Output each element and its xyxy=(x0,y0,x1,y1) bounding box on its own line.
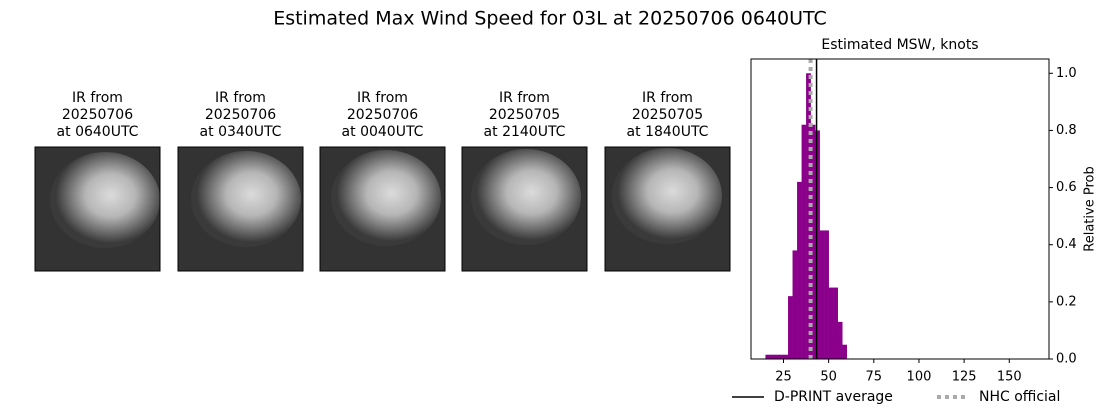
bar xyxy=(810,124,816,359)
histogram-chart: Estimated MSW, knots 25 50 75 100 125 150 0.0 0.… xyxy=(732,37,1098,405)
bar xyxy=(778,354,784,359)
x-tick-label: 25 xyxy=(775,370,792,385)
legend-label: NHC official xyxy=(979,389,1060,405)
panel-title: IR from xyxy=(215,90,266,106)
bar xyxy=(824,230,829,359)
panel-title: IR from xyxy=(72,90,123,106)
ir-frame xyxy=(177,146,304,272)
bar xyxy=(815,130,820,359)
y-tick-label: 0.4 xyxy=(1056,237,1077,252)
bar xyxy=(797,181,802,359)
panel-title: IR from xyxy=(499,90,550,106)
ir-frame xyxy=(461,146,588,272)
figure-title: Estimated Max Wind Speed for 03L at 2025… xyxy=(273,8,827,30)
x-tick-label: 50 xyxy=(820,370,837,385)
x-tick-label: 75 xyxy=(866,370,883,385)
y-tick-label: 0.8 xyxy=(1056,123,1077,138)
panel-title: 20250706 xyxy=(347,107,418,123)
x-tick-label: 150 xyxy=(997,370,1022,385)
panel-title: 20250706 xyxy=(205,107,276,123)
ir-cloud xyxy=(191,151,301,247)
plot-frame xyxy=(750,58,1050,360)
panel-title: at 1840UTC xyxy=(627,124,709,140)
panel-title: at 0640UTC xyxy=(57,124,139,140)
y-axis-label: Relative Prob xyxy=(1083,166,1098,251)
panel-title: at 2140UTC xyxy=(484,124,566,140)
ir-frame xyxy=(34,146,161,272)
bar xyxy=(788,296,793,359)
ir-cloud xyxy=(50,152,160,248)
ir-frame xyxy=(604,146,731,272)
panel-title: IR from xyxy=(357,90,408,106)
ir-cloud xyxy=(331,150,441,246)
bar xyxy=(792,250,798,359)
x-tick-label: 100 xyxy=(907,370,932,385)
bar xyxy=(833,287,838,359)
bar xyxy=(828,287,834,359)
bar xyxy=(783,354,789,359)
bar xyxy=(819,230,825,359)
bar xyxy=(774,354,780,359)
panel-title: IR from xyxy=(642,90,693,106)
panel-title: 20250705 xyxy=(489,107,560,123)
panel-title: 20250706 xyxy=(62,107,133,123)
legend-label: D-PRINT average xyxy=(774,389,893,405)
ir-cloud xyxy=(471,149,581,245)
bar xyxy=(801,124,807,359)
y-tick-label: 0.0 xyxy=(1056,352,1077,367)
bar xyxy=(765,354,771,359)
panel-title: at 0340UTC xyxy=(200,124,282,140)
panel-title: at 0040UTC xyxy=(342,124,424,140)
bar xyxy=(769,354,775,359)
x-tick-label: 125 xyxy=(952,370,977,385)
ir-cloud xyxy=(612,148,722,244)
bar xyxy=(806,73,811,360)
y-tick-label: 0.2 xyxy=(1056,294,1077,309)
bar xyxy=(842,344,848,359)
bar xyxy=(837,321,843,359)
y-tick-label: 0.6 xyxy=(1056,180,1077,195)
panel-title: 20250705 xyxy=(632,107,703,123)
y-tick-label: 1.0 xyxy=(1056,66,1077,81)
chart-title: Estimated MSW, knots xyxy=(821,37,978,53)
ir-frame xyxy=(319,146,446,272)
